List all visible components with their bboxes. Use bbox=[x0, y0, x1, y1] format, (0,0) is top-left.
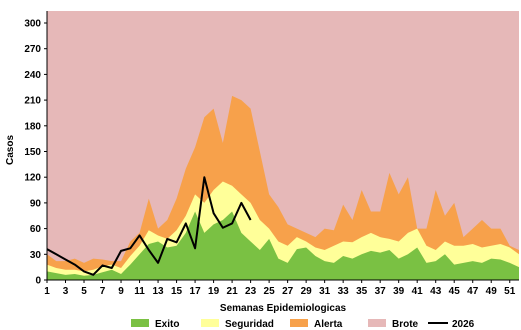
x-tick-label: 7 bbox=[100, 286, 106, 297]
y-tick-label: 180 bbox=[24, 121, 41, 132]
y-tick-label: 30 bbox=[30, 250, 42, 261]
x-tick-label: 27 bbox=[282, 286, 294, 297]
x-tick-label: 9 bbox=[118, 286, 124, 297]
x-tick-label: 23 bbox=[245, 286, 257, 297]
legend-swatch bbox=[368, 319, 386, 327]
line-series-group bbox=[46, 176, 252, 276]
legend-item-exito: Exito bbox=[131, 319, 179, 330]
x-tick-label: 13 bbox=[152, 286, 164, 297]
legend: Exito Seguridad Alerta Brote 2026 bbox=[131, 319, 475, 330]
x-tick-label: 29 bbox=[301, 286, 313, 297]
y-tick-labels: 0 30 60 90 120 150 180 210 240 270 300 bbox=[24, 19, 47, 287]
y-tick-label: 120 bbox=[24, 173, 41, 184]
x-tick-label: 15 bbox=[171, 286, 183, 297]
x-tick-labels: 1 3 5 7 9 11 13 15 17 19 21 23 25 27 29 31 33 35 37 39 41 43 4… bbox=[44, 280, 516, 297]
x-tick-label: 35 bbox=[356, 286, 368, 297]
x-tick-label: 19 bbox=[208, 286, 220, 297]
x-tick-label: 43 bbox=[430, 286, 442, 297]
x-tick-label: 33 bbox=[338, 286, 350, 297]
legend-swatch bbox=[201, 319, 219, 327]
legend-label: Exito bbox=[155, 319, 179, 330]
x-tick-label: 3 bbox=[63, 286, 69, 297]
x-tick-label: 25 bbox=[264, 286, 276, 297]
axes bbox=[46, 11, 519, 281]
y-tick-label: 270 bbox=[24, 44, 41, 55]
area-exito bbox=[47, 211, 519, 280]
legend-item-2026: 2026 bbox=[428, 319, 475, 330]
y-axis-title: Casos bbox=[5, 135, 16, 165]
x-tick-label: 11 bbox=[134, 286, 145, 297]
x-tick-label: 51 bbox=[504, 286, 516, 297]
legend-item-seguridad: Seguridad bbox=[201, 319, 274, 330]
x-tick-label: 5 bbox=[81, 286, 87, 297]
x-tick-label: 17 bbox=[190, 286, 202, 297]
x-tick-label: 41 bbox=[412, 286, 424, 297]
y-tick-label: 90 bbox=[30, 198, 42, 209]
y-tick-label: 300 bbox=[24, 19, 41, 30]
y-tick-label: 240 bbox=[24, 70, 41, 81]
x-tick-label: 47 bbox=[467, 286, 479, 297]
y-tick-label: 150 bbox=[24, 147, 41, 158]
x-tick-label: 45 bbox=[449, 286, 461, 297]
x-tick-label: 49 bbox=[486, 286, 498, 297]
legend-swatch bbox=[131, 319, 149, 327]
y-tick-label: 210 bbox=[24, 96, 41, 107]
x-axis-title: Semanas Epidemiologicas bbox=[220, 303, 347, 314]
x-tick-label: 1 bbox=[44, 286, 50, 297]
area-alerta bbox=[47, 95, 519, 280]
y-tick-label: 0 bbox=[35, 276, 41, 287]
x-tick-label: 21 bbox=[227, 286, 239, 297]
line-series-2026 bbox=[46, 176, 252, 276]
x-tick-label: 39 bbox=[393, 286, 405, 297]
legend-label: Alerta bbox=[314, 319, 343, 330]
legend-item-brote: Brote bbox=[368, 319, 419, 330]
legend-label: Seguridad bbox=[225, 319, 274, 330]
legend-swatch bbox=[290, 319, 308, 327]
area-layers bbox=[47, 11, 519, 280]
legend-label: 2026 bbox=[452, 319, 475, 330]
legend-label: Brote bbox=[392, 319, 419, 330]
x-tick-label: 31 bbox=[319, 286, 331, 297]
x-tick-label: 37 bbox=[375, 286, 387, 297]
y-tick-label: 60 bbox=[30, 224, 42, 235]
legend-item-alerta: Alerta bbox=[290, 319, 343, 330]
